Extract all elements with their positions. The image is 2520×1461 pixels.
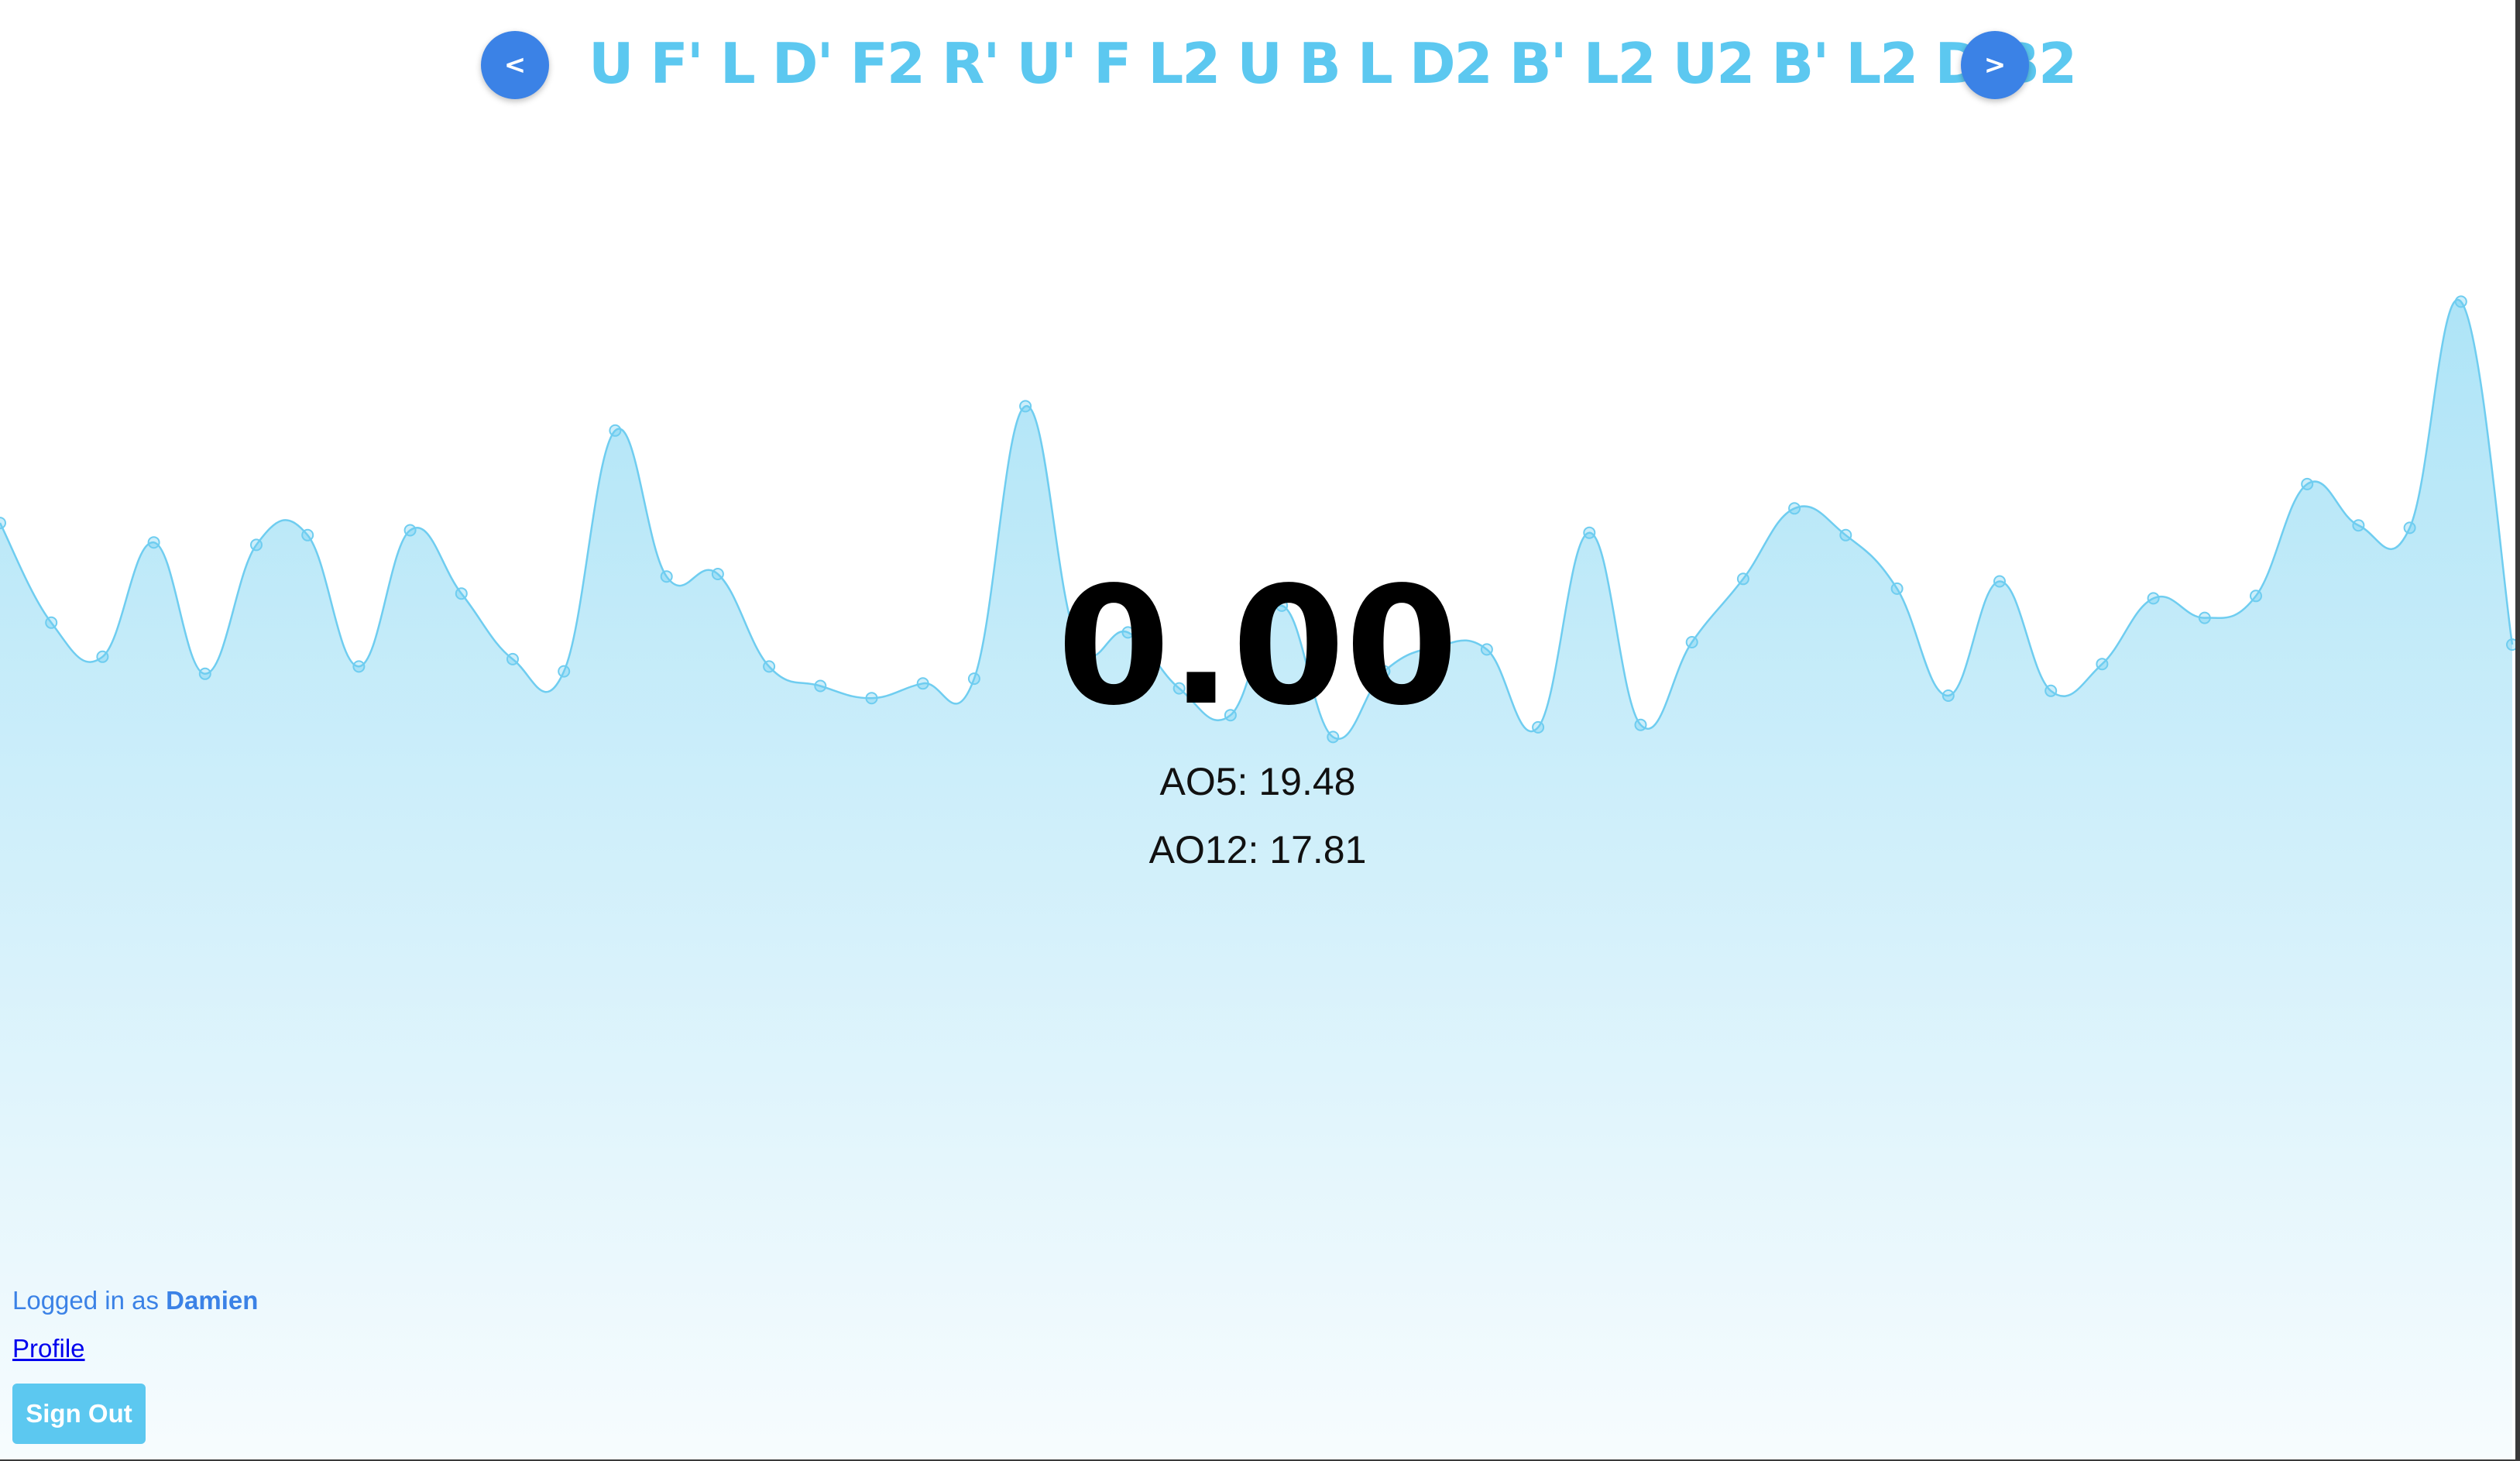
- scramble-bar: < U F' L D' F2 R' U' F L2 U B L D2 B' L2…: [0, 26, 2515, 101]
- chart-point-46: [2301, 477, 2314, 490]
- chart-point-5: [198, 667, 211, 680]
- chart-point-26: [1275, 599, 1289, 612]
- previous-scramble-button[interactable]: <: [481, 31, 549, 99]
- chart-point-17: [814, 679, 827, 693]
- chart-point-45: [2250, 590, 2262, 603]
- chart-point-22: [1070, 633, 1083, 646]
- chart-point-34: [1685, 636, 1698, 648]
- chart-point-28: [1378, 665, 1391, 678]
- chart-points: [0, 295, 2515, 744]
- chart-point-13: [609, 424, 622, 437]
- chart-point-42: [2096, 658, 2109, 671]
- chart-point-37: [1839, 528, 1852, 541]
- chart-point-40: [1993, 575, 2006, 588]
- chart-point-44: [2198, 611, 2211, 624]
- average-of-12: AO12: 17.81: [1103, 827, 1413, 872]
- chart-point-3: [96, 650, 109, 663]
- chart-point-32: [1583, 526, 1596, 539]
- chart-point-19: [916, 677, 929, 690]
- chart-point-35: [1736, 572, 1749, 586]
- username: Damien: [166, 1286, 259, 1315]
- chart-point-1: [0, 517, 6, 530]
- chart-point-36: [1788, 502, 1801, 515]
- chart-point-18: [865, 692, 878, 705]
- chart-point-49: [2454, 295, 2467, 308]
- chart-point-21: [1019, 400, 1032, 413]
- chart-point-31: [1532, 720, 1545, 734]
- chart-point-43: [2147, 592, 2160, 605]
- chart-point-9: [403, 524, 417, 537]
- chart-point-15: [711, 568, 724, 580]
- scramble-text: U F' L D' F2 R' U' F L2 U B L D2 B' L2 U…: [589, 31, 2077, 96]
- chart-point-4: [147, 536, 160, 549]
- logged-in-prefix: Logged in as: [12, 1286, 159, 1315]
- chart-point-14: [660, 570, 673, 583]
- ao12-label: AO12:: [1148, 828, 1259, 871]
- chart-point-25: [1224, 709, 1237, 722]
- chart-point-7: [301, 528, 314, 541]
- profile-link[interactable]: Profile: [12, 1334, 85, 1363]
- average-of-5: AO5: 19.48: [1103, 759, 1413, 804]
- chart-series-line: [0, 298, 2514, 740]
- chart-point-47: [2352, 519, 2365, 532]
- chart-point-12: [558, 665, 571, 678]
- chart-point-23: [1121, 626, 1135, 639]
- sign-out-button[interactable]: Sign Out: [12, 1384, 146, 1444]
- chart-area-fill: [0, 300, 2512, 1459]
- chart-point-11: [506, 652, 519, 665]
- chart-point-41: [2044, 684, 2058, 697]
- chart-point-39: [1941, 689, 1955, 702]
- chart-point-20: [967, 672, 980, 686]
- chart-point-30: [1480, 643, 1493, 656]
- chart-point-48: [2403, 521, 2416, 535]
- chart-point-38: [1890, 582, 1904, 595]
- chart-point-8: [352, 660, 366, 673]
- chart-point-2: [45, 616, 58, 629]
- chart-point-10: [455, 587, 468, 600]
- timer-display: 0.00: [1056, 552, 1459, 741]
- chart-point-29: [1429, 641, 1442, 654]
- next-scramble-button[interactable]: >: [1961, 31, 2029, 99]
- chart-point-24: [1172, 682, 1186, 695]
- logged-in-status: Logged in as Damien: [12, 1286, 258, 1315]
- chart-point-50: [2506, 638, 2515, 651]
- ao12-value: 17.81: [1269, 828, 1367, 871]
- ao5-value: 19.48: [1258, 760, 1356, 803]
- chart-point-16: [763, 660, 776, 673]
- chart-point-6: [250, 538, 263, 552]
- chart-point-33: [1634, 718, 1647, 731]
- ao5-label: AO5:: [1159, 760, 1248, 803]
- chart-point-27: [1327, 730, 1340, 744]
